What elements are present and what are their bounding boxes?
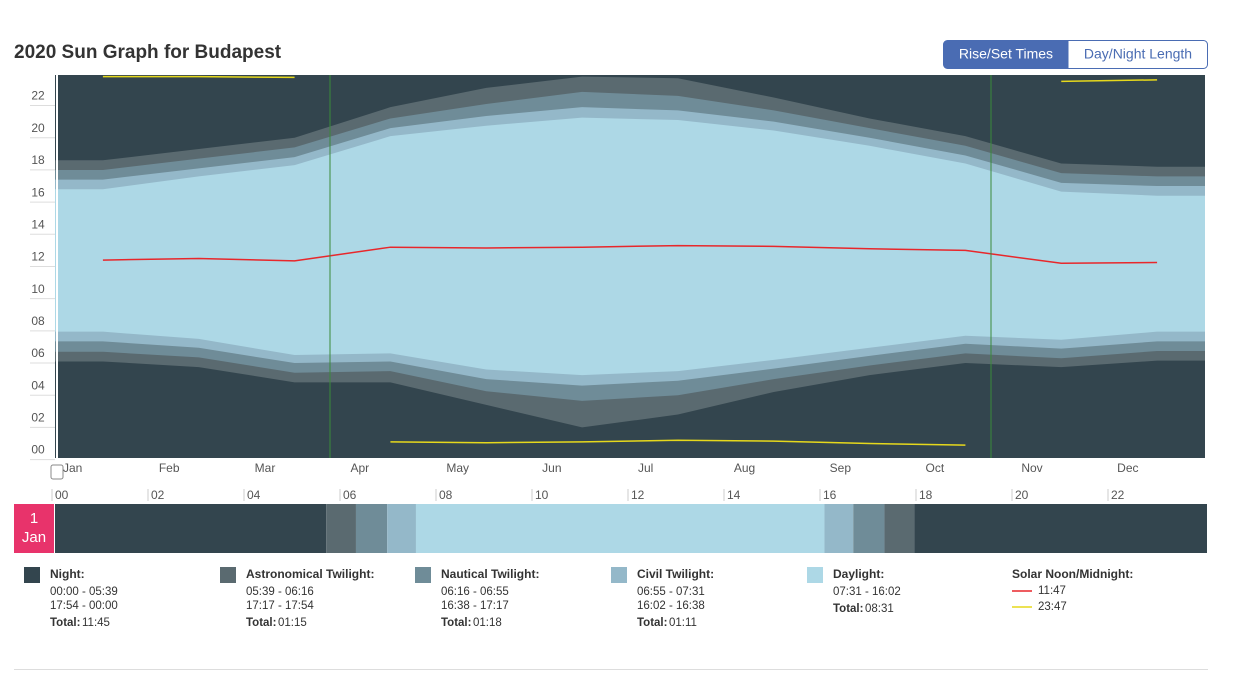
y-tick-label: 00 [31, 443, 45, 457]
legend-line: 07:31 - 16:02 [833, 586, 901, 598]
tab-active[interactable] [943, 40, 1069, 69]
legend-line: 16:02 - 16:38 [637, 600, 705, 612]
legend-line: 17:17 - 17:54 [246, 600, 314, 612]
legend-swatch [220, 567, 236, 583]
legend-swatch [415, 567, 431, 583]
legend-title: Night: [50, 567, 85, 581]
x-tick-label: Nov [1021, 461, 1042, 475]
day-segment [326, 504, 356, 553]
noon-line [1061, 79, 1158, 83]
legend-title: Nautical Twilight: [441, 567, 539, 581]
y-tick-label: 04 [31, 378, 45, 392]
y-tick-label: 08 [31, 314, 45, 328]
legend-total: 01:15 [278, 617, 307, 629]
legend-line: 06:55 - 07:31 [637, 586, 705, 598]
day-segment [55, 504, 327, 553]
legend-line: 11:47 [1038, 585, 1066, 597]
legend-title: Civil Twilight: [637, 567, 714, 581]
x-tick-label: Sep [830, 461, 852, 475]
day-segment [355, 504, 388, 553]
legend-total: 01:18 [473, 617, 502, 629]
date-day: 1 [30, 510, 38, 527]
noon-line [390, 439, 966, 446]
legend-line: 00:00 - 05:39 [50, 586, 118, 598]
x-tick-label: May [446, 461, 469, 475]
y-tick-label: 18 [31, 153, 45, 167]
y-tick-label: 16 [31, 185, 45, 199]
y-tick-label: 06 [31, 346, 45, 360]
x-tick-label: Aug [734, 461, 755, 475]
legend-swatch [24, 567, 40, 583]
y-tick-label: 14 [31, 217, 45, 231]
legend-total-label: Total: [246, 617, 276, 629]
x-tick-label: Jul [638, 461, 653, 475]
legend-swatch [807, 567, 823, 583]
date-badge [14, 504, 54, 553]
y-tick-label: 02 [31, 411, 45, 425]
y-tick-label: 12 [31, 250, 45, 264]
legend-title: Solar Noon/Midnight: [1012, 567, 1133, 581]
hour-tick-label: 12 [631, 488, 645, 502]
date-month: Jan [22, 529, 46, 546]
hour-tick-label: 14 [727, 488, 741, 502]
hour-tick-label: 08 [439, 488, 453, 502]
y-tick-label: 22 [31, 89, 45, 103]
x-tick-label: Jan [63, 461, 82, 475]
x-tick-label: Oct [926, 461, 945, 475]
day-segment [914, 504, 1207, 553]
legend-total-label: Total: [637, 617, 667, 629]
noon-line [102, 244, 1158, 265]
day-segment [387, 504, 416, 553]
hour-tick-label: 16 [823, 488, 837, 502]
hour-tick-label: 22 [1111, 488, 1125, 502]
legend-title: Daylight: [833, 567, 884, 581]
legend-total-label: Total: [441, 617, 471, 629]
date-handle [50, 464, 64, 480]
legend-line: 05:39 - 06:16 [246, 586, 314, 598]
x-tick-label: Apr [351, 461, 370, 475]
hour-tick-label: 06 [343, 488, 357, 502]
legend-total: 11:45 [82, 617, 110, 629]
x-tick-label: Mar [255, 461, 276, 475]
legend-swatch [611, 567, 627, 583]
tab-label[interactable]: Day/Night Length [1084, 46, 1192, 62]
legend-total-label: Total: [833, 603, 863, 615]
hour-tick-label: 20 [1015, 488, 1029, 502]
legend-line: 16:38 - 17:17 [441, 600, 509, 612]
legend-line: 23:47 [1038, 601, 1067, 613]
legend-total: 08:31 [865, 603, 894, 615]
hour-tick-label: 00 [55, 488, 69, 502]
day-segment [884, 504, 915, 553]
x-tick-label: Jun [542, 461, 561, 475]
y-tick-label: 20 [31, 121, 45, 135]
legend-total-label: Total: [50, 617, 80, 629]
hour-tick-label: 02 [151, 488, 165, 502]
legend-total: 01:11 [669, 617, 697, 629]
noon-line [102, 75, 295, 79]
day-segment [415, 504, 825, 553]
legend-line: 17:54 - 00:00 [50, 600, 118, 612]
x-tick-label: Feb [159, 461, 180, 475]
hour-tick-label: 18 [919, 488, 933, 502]
hour-tick-label: 10 [535, 488, 549, 502]
hour-tick-label: 04 [247, 488, 261, 502]
x-tick-label: Dec [1117, 461, 1138, 475]
day-segment [824, 504, 854, 553]
day-segment [853, 504, 885, 553]
legend-line: 06:16 - 06:55 [441, 586, 509, 598]
tab-label[interactable]: Rise/Set Times [959, 46, 1053, 62]
legend-title: Astronomical Twilight: [246, 567, 374, 581]
page-title: 2020 Sun Graph for Budapest [14, 42, 282, 63]
plot: 00 02 04 06 08 10 12 14 16 18 20 22 Jan Feb Mar Apr May J… [14, 75, 1207, 629]
y-tick-label: 10 [31, 282, 45, 296]
